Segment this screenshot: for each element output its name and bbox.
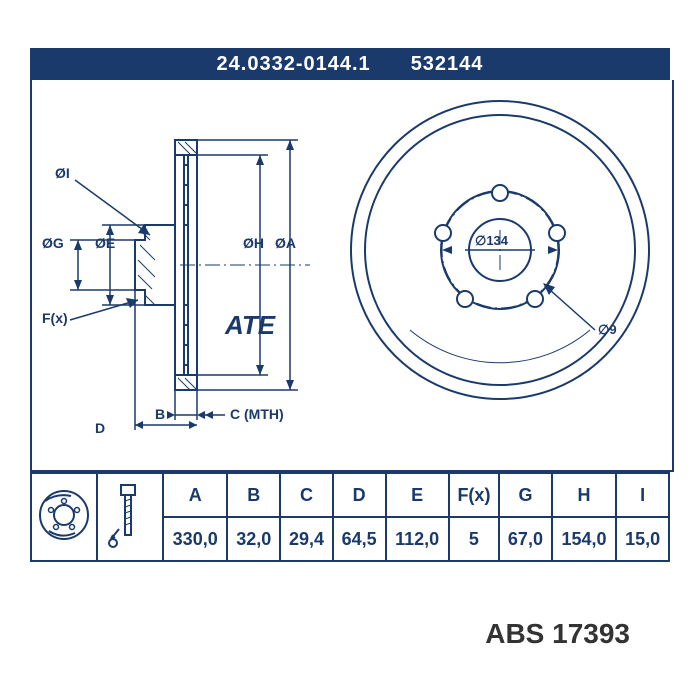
th-c: C xyxy=(280,473,333,517)
label-inner-dia: ∅134 xyxy=(475,233,508,249)
label-hole-dia: ∅9 xyxy=(598,322,617,338)
td-f: 5 xyxy=(449,517,499,561)
part-number-1: 24.0332-0144.1 xyxy=(217,53,371,76)
table-header-row: A B C D E F(x) G H I xyxy=(31,473,669,517)
label-oi: ØI xyxy=(55,165,70,181)
label-oh: ØH xyxy=(243,235,264,251)
disc-icon-cell xyxy=(31,473,97,561)
label-d: D xyxy=(95,420,105,436)
th-a: A xyxy=(163,473,227,517)
td-g: 67,0 xyxy=(499,517,552,561)
label-b: B xyxy=(155,406,165,422)
td-h: 154,0 xyxy=(552,517,616,561)
label-og: ØG xyxy=(42,235,64,251)
label-fx: F(x) xyxy=(42,310,68,326)
th-e: E xyxy=(386,473,449,517)
ate-logo: ATE xyxy=(225,310,275,341)
td-a: 330,0 xyxy=(163,517,227,561)
th-g: G xyxy=(499,473,552,517)
th-d: D xyxy=(333,473,386,517)
th-f: F(x) xyxy=(449,473,499,517)
footer-label: ABS 17393 xyxy=(485,618,630,650)
td-b: 32,0 xyxy=(227,517,280,561)
footer-brand: ABS xyxy=(485,618,544,649)
td-d: 64,5 xyxy=(333,517,386,561)
th-i: I xyxy=(616,473,669,517)
cross-section-drawing xyxy=(50,120,310,430)
td-i: 15,0 xyxy=(616,517,669,561)
th-b: B xyxy=(227,473,280,517)
td-c: 29,4 xyxy=(280,517,333,561)
th-h: H xyxy=(552,473,616,517)
disc-top-view: ∅134 ∅9 xyxy=(350,100,650,400)
label-c: C (MTH) xyxy=(230,406,284,422)
bolt-icon-cell xyxy=(97,473,163,561)
spec-table: A B C D E F(x) G H I 330,0 32,0 29,4 64,… xyxy=(30,472,670,562)
part-number-2: 532144 xyxy=(411,53,484,76)
label-oe: ØE xyxy=(95,235,115,251)
header-bar: 24.0332-0144.1 532144 xyxy=(30,48,670,80)
td-e: 112,0 xyxy=(386,517,449,561)
label-oa: ØA xyxy=(275,235,296,251)
footer-code: 17393 xyxy=(552,618,630,649)
